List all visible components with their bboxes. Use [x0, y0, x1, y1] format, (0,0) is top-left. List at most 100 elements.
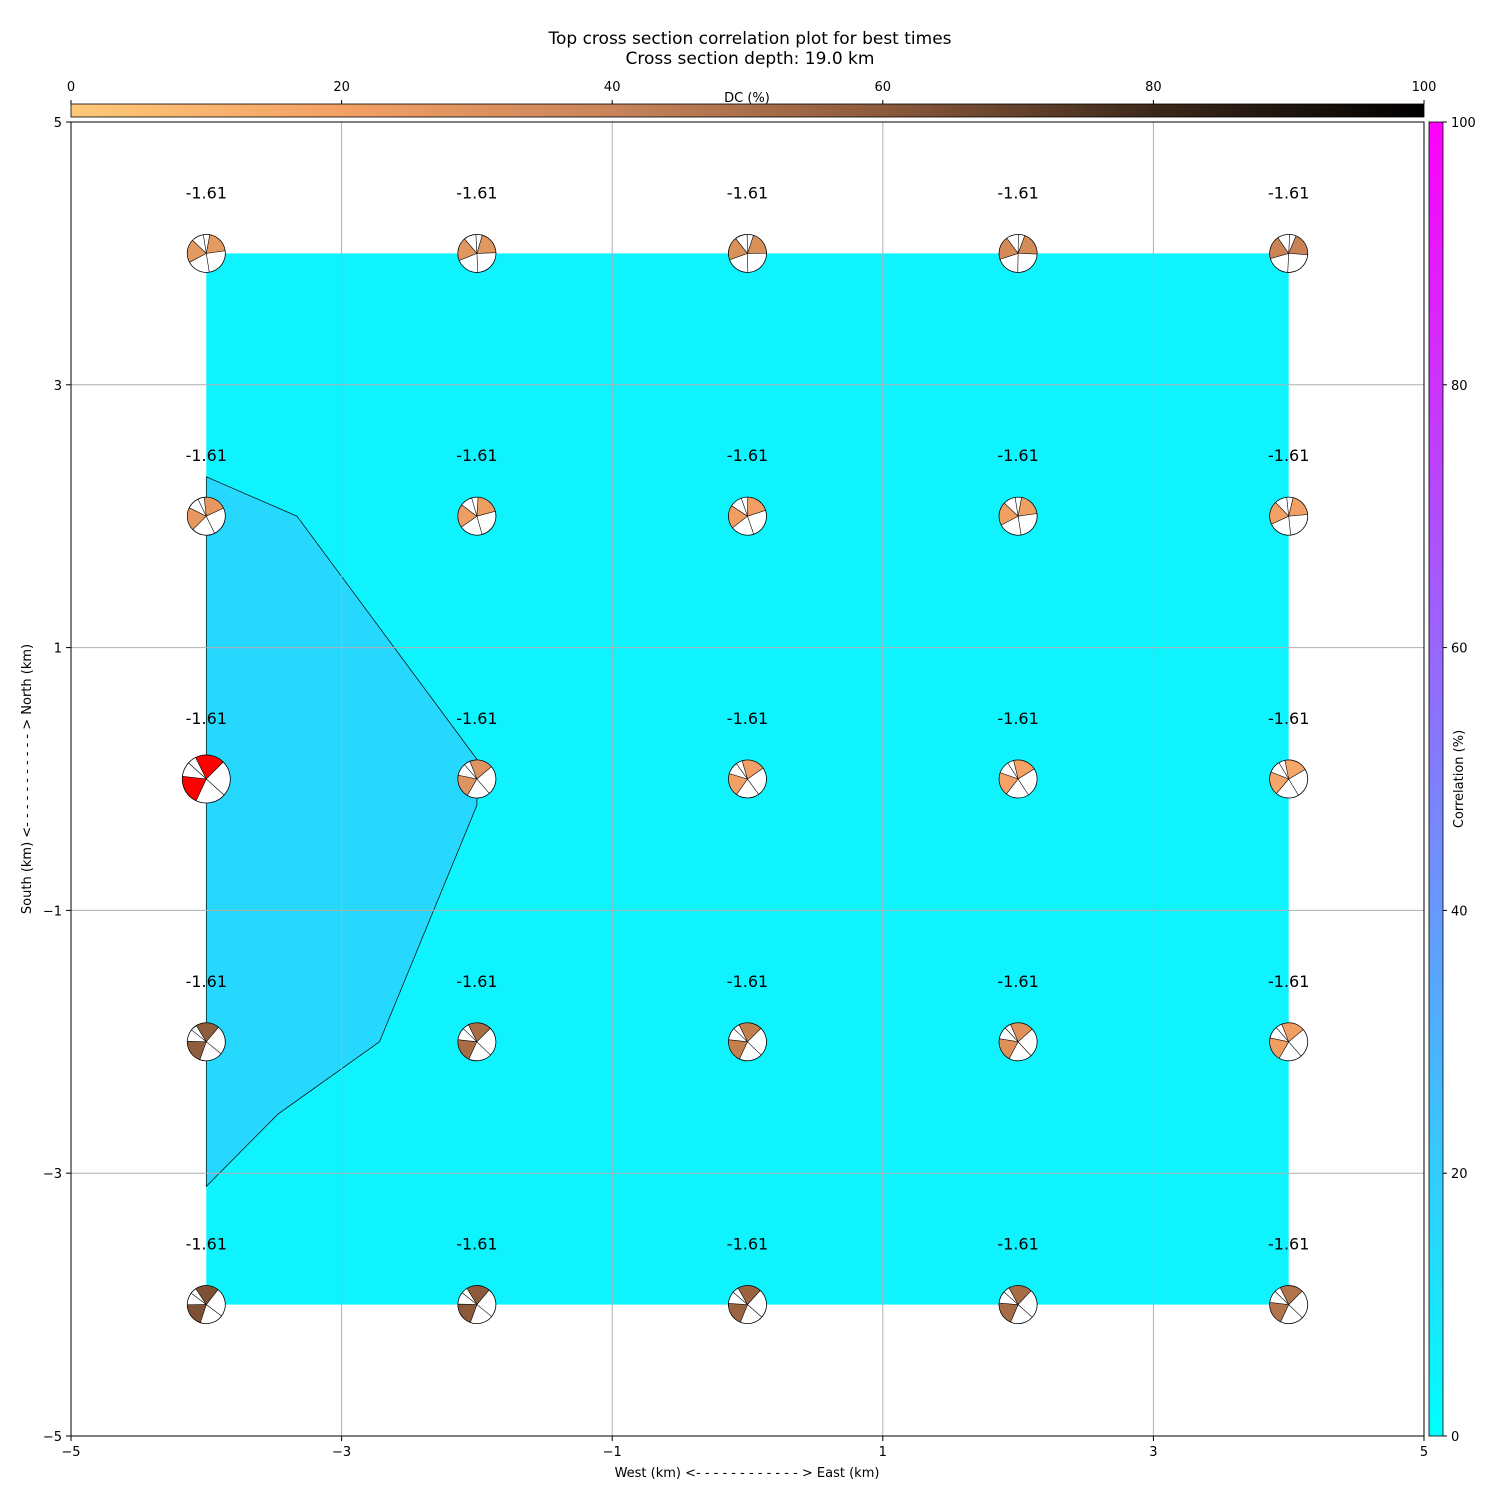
- mechanism-lobe: [998, 772, 1019, 795]
- mechanism-lobe: [747, 496, 766, 517]
- y-tick-label: 1: [54, 642, 62, 657]
- mechanism-marker: [728, 1285, 767, 1324]
- x-tick-label: 3: [1149, 1445, 1157, 1460]
- correlation-tick-label: 0: [1451, 1430, 1459, 1445]
- x-tick-label: −1: [603, 1445, 622, 1460]
- mechanism-lobe: [195, 1022, 219, 1043]
- dc-tick-label: 0: [67, 80, 75, 95]
- mechanism-nodal-plane: [471, 497, 483, 535]
- mechanism-lobe: [457, 1039, 478, 1060]
- correlation-colorbar: 0 20 40 60 80 100 Correlation (%): [1428, 116, 1476, 1445]
- correlation-colorbar-label: Correlation (%): [1452, 730, 1467, 828]
- point-label: -1.61: [727, 709, 768, 728]
- mechanism-lobe: [998, 1302, 1019, 1323]
- mechanism-lobe: [476, 496, 496, 517]
- point-label: -1.61: [727, 1235, 768, 1254]
- mechanism-lobe: [1017, 497, 1038, 517]
- point-label: -1.61: [186, 709, 227, 728]
- mechanism-lobe: [728, 1303, 748, 1323]
- point-label: -1.61: [1268, 183, 1309, 202]
- mechanism-lobe: [1010, 1022, 1033, 1043]
- mechanism-marker: [186, 496, 226, 536]
- mechanism-nodal-plane: [461, 1292, 493, 1317]
- mechanism-lobe: [186, 1304, 207, 1324]
- mechanism-lobe: [998, 1038, 1019, 1059]
- mechanism-marker: [1269, 233, 1309, 273]
- mechanism-lobe: [1284, 759, 1306, 780]
- mechanism-nodal-plane: [475, 234, 479, 273]
- y-tick-label: −3: [43, 1167, 62, 1182]
- x-tick-label: −3: [332, 1445, 351, 1460]
- correlation-tick-label: 40: [1451, 904, 1468, 919]
- mechanism-nodal-plane: [1003, 1291, 1033, 1318]
- mechanism-lobe: [457, 504, 478, 528]
- mechanism-nodal-plane: [1275, 1027, 1302, 1057]
- mechanism-lobe: [728, 505, 749, 529]
- mechanism-nodal-plane: [1014, 497, 1022, 536]
- chart-subtitle: Cross section depth: 19.0 km: [626, 49, 875, 69]
- point-label: -1.61: [456, 183, 497, 202]
- mechanism-lobe: [1008, 1285, 1032, 1306]
- mechanism-lobe: [728, 238, 748, 261]
- mechanism-lobe: [468, 1022, 491, 1043]
- mechanism-lobe: [728, 1039, 748, 1060]
- mechanism-marker: [1269, 496, 1309, 536]
- correlation-tick-label: 60: [1451, 642, 1468, 657]
- mechanism-lobe: [476, 234, 497, 254]
- mechanism-lobe: [1288, 497, 1308, 517]
- mechanism-lobe: [747, 235, 767, 254]
- mechanism-nodal-plane: [733, 1028, 762, 1056]
- mechanism-marker: [998, 1022, 1038, 1062]
- dc-tick-label: 80: [1145, 80, 1162, 95]
- plot-frame: [70, 121, 1425, 1437]
- dc-tick-label: 100: [1412, 80, 1437, 95]
- point-label: -1.61: [1268, 709, 1309, 728]
- point-label: -1.61: [456, 972, 497, 991]
- mechanism-lobe: [466, 1285, 490, 1306]
- mechanism-nodal-plane: [735, 763, 760, 795]
- mechanism-lobe: [1269, 237, 1290, 259]
- point-label: -1.61: [727, 446, 768, 465]
- point-label: -1.61: [1268, 446, 1309, 465]
- point-label: -1.61: [1268, 1235, 1309, 1254]
- mechanism-lobe: [187, 239, 207, 263]
- x-tick-label: 1: [879, 1445, 887, 1460]
- point-label: -1.61: [1268, 972, 1309, 991]
- mechanism-lobe: [457, 238, 478, 261]
- mechanism-marker: [1269, 759, 1309, 799]
- point-label: -1.61: [997, 709, 1038, 728]
- dc-colorbar: DC (%) 0 20 40 60 80 100: [67, 80, 1437, 118]
- mechanism-nodal-plane: [188, 762, 225, 796]
- mechanism-lobe: [1279, 1285, 1303, 1306]
- mechanism-lobe: [1269, 1037, 1290, 1059]
- y-tick-label: 5: [54, 116, 62, 131]
- mechanism-lobe: [741, 759, 764, 780]
- mechanism-lobe: [1013, 759, 1035, 780]
- mechanism-marker: [998, 1285, 1038, 1324]
- y-tick-label: −1: [43, 904, 62, 919]
- x-axis-label: West (km) <- - - - - - - - - - - - > Eas…: [615, 1466, 880, 1481]
- mechanism-marker: [998, 233, 1038, 273]
- mechanism-nodal-plane: [1274, 1291, 1303, 1319]
- plot-area: −5 −3 −1 1 3 5 −5 −3 −1 1 3 5 -1.61 -1.61 -1.61 -1.61 -1…: [43, 116, 1428, 1460]
- point-label: -1.61: [456, 446, 497, 465]
- point-label: -1.61: [186, 1235, 227, 1254]
- mechanism-nodal-plane: [1007, 762, 1029, 796]
- mechanism-nodal-plane: [191, 1029, 222, 1055]
- mechanism-nodal-plane: [1017, 234, 1019, 273]
- mechanism-lobe: [457, 1303, 478, 1323]
- mechanism-lobe: [195, 754, 224, 780]
- point-label: -1.61: [186, 183, 227, 202]
- mechanism-nodal-plane: [202, 234, 210, 273]
- point-label: -1.61: [997, 1235, 1038, 1254]
- mechanism-nodal-plane: [190, 1292, 222, 1317]
- mechanism-lobe: [182, 775, 207, 802]
- point-label: -1.61: [727, 972, 768, 991]
- y-axis-label: South (km) <- - - - - - - - - - - > Nort…: [20, 644, 35, 914]
- mechanism-lobe: [469, 759, 492, 780]
- mechanism-lobe: [203, 496, 224, 517]
- mechanism-marker: [1269, 1022, 1309, 1062]
- point-label: -1.61: [456, 709, 497, 728]
- mechanism-lobe: [205, 234, 226, 254]
